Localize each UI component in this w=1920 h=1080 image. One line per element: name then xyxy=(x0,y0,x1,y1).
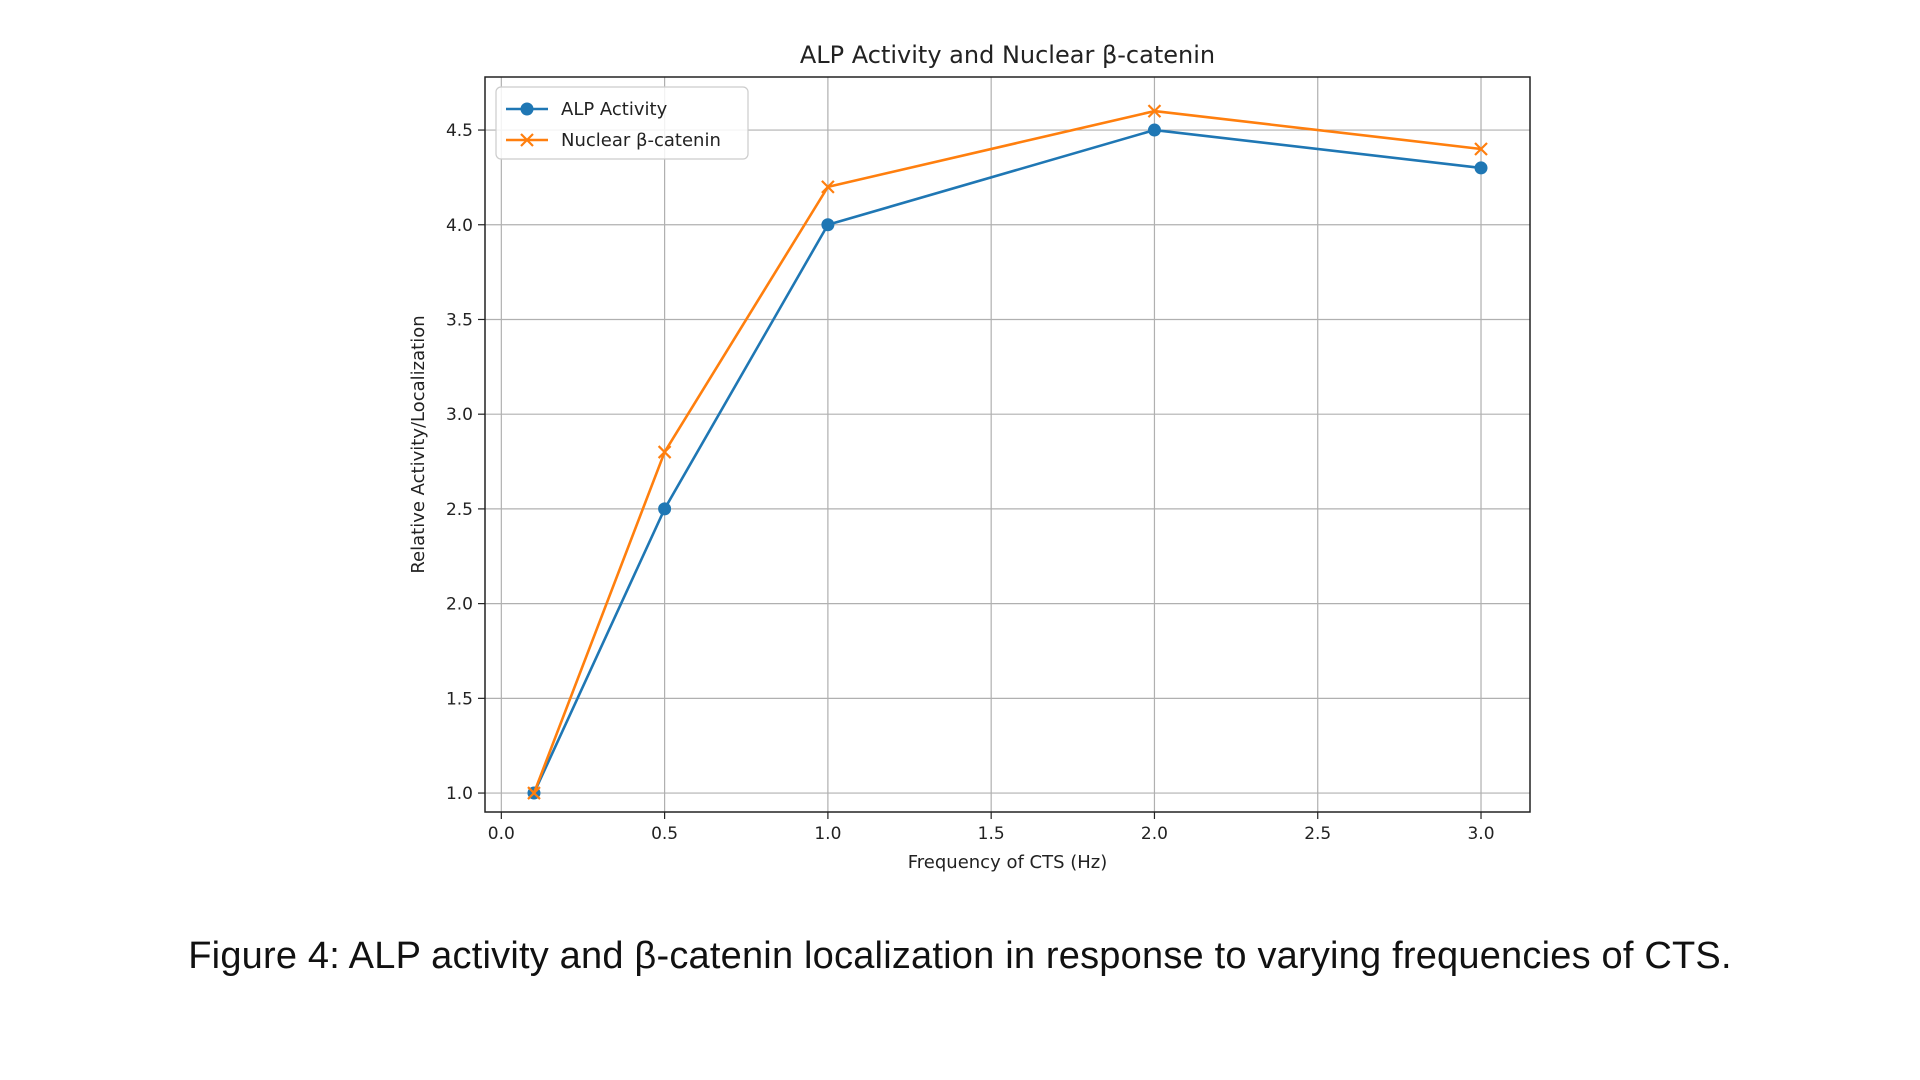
data-point xyxy=(527,786,541,800)
data-point xyxy=(658,502,672,516)
data-point xyxy=(1474,142,1488,156)
y-tick-label: 2.0 xyxy=(446,595,473,615)
y-tick-label: 3.5 xyxy=(446,310,473,330)
y-tick-label: 4.0 xyxy=(446,216,473,236)
legend-label: Nuclear β-catenin xyxy=(561,130,721,151)
figure-caption: Figure 4: ALP activity and β-catenin loc… xyxy=(188,935,1732,977)
series-nuclear-beta-catenin xyxy=(527,104,1488,800)
chart-title: ALP Activity and Nuclear β-catenin xyxy=(800,41,1215,69)
x-tick-label: 3.0 xyxy=(1467,824,1494,844)
y-tick-label: 1.0 xyxy=(446,784,473,804)
y-tick-label: 2.5 xyxy=(446,500,473,520)
y-tick-label: 4.5 xyxy=(446,121,473,141)
x-tick-label: 1.0 xyxy=(814,824,841,844)
data-point xyxy=(657,445,672,459)
grid-lines xyxy=(485,77,1530,812)
legend-entry: Nuclear β-catenin xyxy=(506,130,721,151)
y-axis-label: Relative Activity/Localization xyxy=(408,315,429,573)
x-tick-label: 0.0 xyxy=(488,824,515,844)
x-tick-label: 2.5 xyxy=(1304,824,1331,844)
series-layer xyxy=(527,104,1488,800)
x-axis-label: Frequency of CTS (Hz) xyxy=(908,852,1108,873)
legend-marker xyxy=(520,133,534,147)
legend: ALP Activity Nuclear β-catenin xyxy=(495,86,749,160)
y-tick-label: 3.0 xyxy=(446,405,473,425)
y-tick-label: 1.5 xyxy=(446,689,473,709)
data-point xyxy=(1147,104,1162,118)
plot-frame xyxy=(484,76,1531,813)
axis-ticks: 0.0 0.5 1.0 1.5 2.0 2.5 3.0 1.0 1.5 2.0 2.5 3.0 3.5 4… xyxy=(446,121,1495,844)
legend-label: ALP Activity xyxy=(561,99,668,120)
data-point xyxy=(821,180,835,194)
data-point xyxy=(821,218,835,232)
data-point xyxy=(1474,161,1488,175)
legend-marker xyxy=(520,102,534,116)
x-tick-label: 2.0 xyxy=(1141,824,1168,844)
series-line xyxy=(532,128,1482,794)
series-line xyxy=(532,109,1482,794)
x-tick-label: 1.5 xyxy=(978,824,1005,844)
legend-box xyxy=(495,86,749,160)
legend-entry: ALP Activity xyxy=(506,99,668,120)
data-point xyxy=(1147,123,1161,137)
x-tick-label: 0.5 xyxy=(651,824,678,844)
